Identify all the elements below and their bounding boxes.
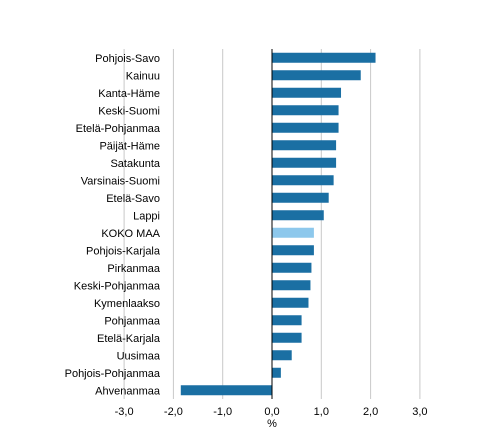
bar-19 xyxy=(180,385,272,396)
x-tick-label-5: 2,0 xyxy=(363,406,378,418)
bar-8 xyxy=(272,192,329,203)
bar-16 xyxy=(272,332,302,343)
bar-5 xyxy=(272,140,337,151)
category-label-2: Kanta-Häme xyxy=(98,88,160,100)
category-label-15: Pohjanmaa xyxy=(104,315,161,327)
x-tick-label-3: 0,0 xyxy=(264,406,279,418)
bar-6 xyxy=(272,157,337,168)
category-labels: Pohjois-Savo Kainuu Kanta-Häme Keski-Suomi E… xyxy=(65,53,161,398)
category-label-8: Etelä-Savo xyxy=(106,193,160,205)
category-label-19: Ahvenanmaa xyxy=(95,385,161,397)
category-label-1: Kainuu xyxy=(126,70,160,82)
bar-2 xyxy=(272,87,342,98)
x-tick-labels: -3,0 -2,0 -1,0 0,0 1,0 2,0 3,0 xyxy=(115,406,428,418)
bar-12 xyxy=(272,262,312,273)
x-tick-label-4: 1,0 xyxy=(314,406,329,418)
x-tick-label-6: 3,0 xyxy=(412,406,427,418)
bar-9 xyxy=(272,210,324,221)
x-tick-label-0: -3,0 xyxy=(115,406,134,418)
x-tick-label-2: -1,0 xyxy=(213,406,232,418)
category-label-9: Lappi xyxy=(133,210,160,222)
category-label-17: Uusimaa xyxy=(117,350,161,362)
bar-4 xyxy=(272,122,339,133)
category-label-18: Pohjois-Pohjanmaa xyxy=(65,368,161,380)
bar-17 xyxy=(272,350,292,361)
bar-1 xyxy=(272,70,361,81)
bars xyxy=(180,52,376,396)
category-label-14: Kymenlaakso xyxy=(94,298,160,310)
category-label-3: Keski-Suomi xyxy=(98,105,160,117)
bar-0 xyxy=(272,52,376,63)
bar-11 xyxy=(272,245,314,256)
bar-10 xyxy=(272,227,314,238)
bar-18 xyxy=(272,367,281,378)
category-label-4: Etelä-Pohjanmaa xyxy=(76,123,161,135)
x-tick-label-1: -2,0 xyxy=(164,406,183,418)
category-label-0: Pohjois-Savo xyxy=(95,53,160,65)
bar-3 xyxy=(272,105,339,116)
bar-13 xyxy=(272,280,311,291)
category-label-13: Keski-Pohjanmaa xyxy=(74,280,161,292)
x-axis-title: % xyxy=(267,418,277,430)
category-label-5: Päijät-Häme xyxy=(99,140,160,152)
category-label-12: Pirkanmaa xyxy=(107,263,160,275)
bar-7 xyxy=(272,175,334,186)
category-label-11: Pohjois-Karjala xyxy=(86,245,161,257)
category-label-16: Etelä-Karjala xyxy=(97,333,161,345)
bar-15 xyxy=(272,315,302,326)
category-label-7: Varsinais-Suomi xyxy=(81,175,160,187)
category-label-10: KOKO MAA xyxy=(101,228,160,240)
bar-14 xyxy=(272,297,309,308)
category-label-6: Satakunta xyxy=(110,158,160,170)
